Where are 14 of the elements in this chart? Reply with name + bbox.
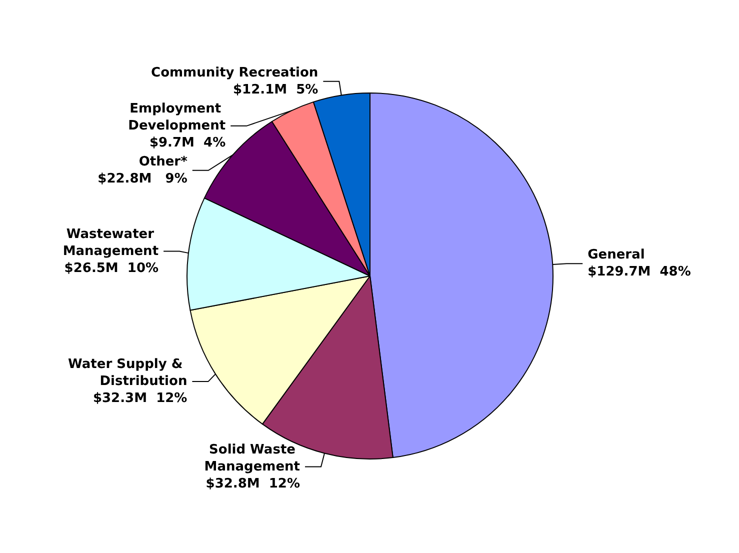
slice-label: Wastewater Management (62, 226, 159, 259)
slice-label: Employment Development (128, 101, 226, 134)
data-label: $12.1M 5% (232, 82, 318, 98)
data-label: $22.8M 9% (98, 171, 188, 186)
slice-label: Solid Waste Management (204, 442, 300, 474)
data-label: $129.7M 48% (588, 264, 691, 280)
data-label: $32.3M 12% (92, 391, 188, 406)
slice-label: Other* (138, 154, 188, 170)
data-label: $9.7M 4% (149, 135, 226, 150)
slice-label: General (588, 248, 645, 263)
slice-label: Community Recreation (151, 65, 318, 80)
slice-label: Water Supply & Distribution (68, 357, 188, 390)
data-label: $26.5M 10% (64, 260, 159, 276)
data-label: $32.8M 12% (206, 476, 300, 492)
